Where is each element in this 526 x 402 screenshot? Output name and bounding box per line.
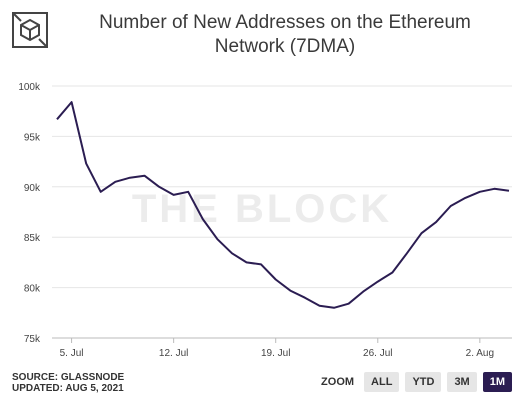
x-tick-label: 19. Jul	[261, 348, 290, 359]
x-tick-label: 26. Jul	[363, 348, 392, 359]
chart-title-line-2: Network (7DMA)	[214, 36, 356, 57]
the-block-cube-logo-icon	[12, 12, 48, 48]
series-layer	[56, 101, 510, 309]
grid-lines	[52, 85, 512, 339]
chart-title-line-1: Number of New Addresses on the Ethereum	[99, 12, 471, 33]
zoom-1m-button[interactable]: 1M	[482, 372, 512, 392]
x-tick-label: 5. Jul	[60, 348, 84, 359]
zoom-label: ZOOM	[321, 376, 355, 388]
x-axis-ticks: 5. Jul 12. Jul 19. Jul 26. Jul 2. Aug	[60, 338, 494, 359]
y-axis-ticks: 100k 95k 90k 85k 80k 75k	[18, 82, 41, 345]
footer-source: SOURCE: GLASSNODE UPDATED: AUG 5, 2021	[12, 372, 124, 394]
zoom-3m-button[interactable]: 3M	[447, 372, 477, 392]
y-tick-label: 100k	[18, 82, 41, 93]
zoom-all-button[interactable]: ALL	[364, 372, 400, 392]
zoom-ytd-button[interactable]: YTD	[405, 372, 442, 392]
y-tick-label: 90k	[24, 183, 41, 194]
x-tick-label: 12. Jul	[159, 348, 188, 359]
y-tick-label: 80k	[24, 284, 41, 295]
y-tick-label: 75k	[24, 334, 41, 345]
x-tick-label: 2. Aug	[466, 348, 494, 359]
zoom-controls: ZOOM ALL YTD 3M 1M	[321, 372, 512, 392]
y-tick-label: 85k	[24, 233, 41, 244]
series-line	[56, 101, 510, 309]
source-text: SOURCE: GLASSNODE	[12, 372, 125, 383]
y-tick-label: 95k	[24, 132, 41, 143]
updated-text: UPDATED: AUG 5, 2021	[12, 383, 124, 394]
chart-title: Number of New Addresses on the Ethereum …	[60, 11, 510, 59]
